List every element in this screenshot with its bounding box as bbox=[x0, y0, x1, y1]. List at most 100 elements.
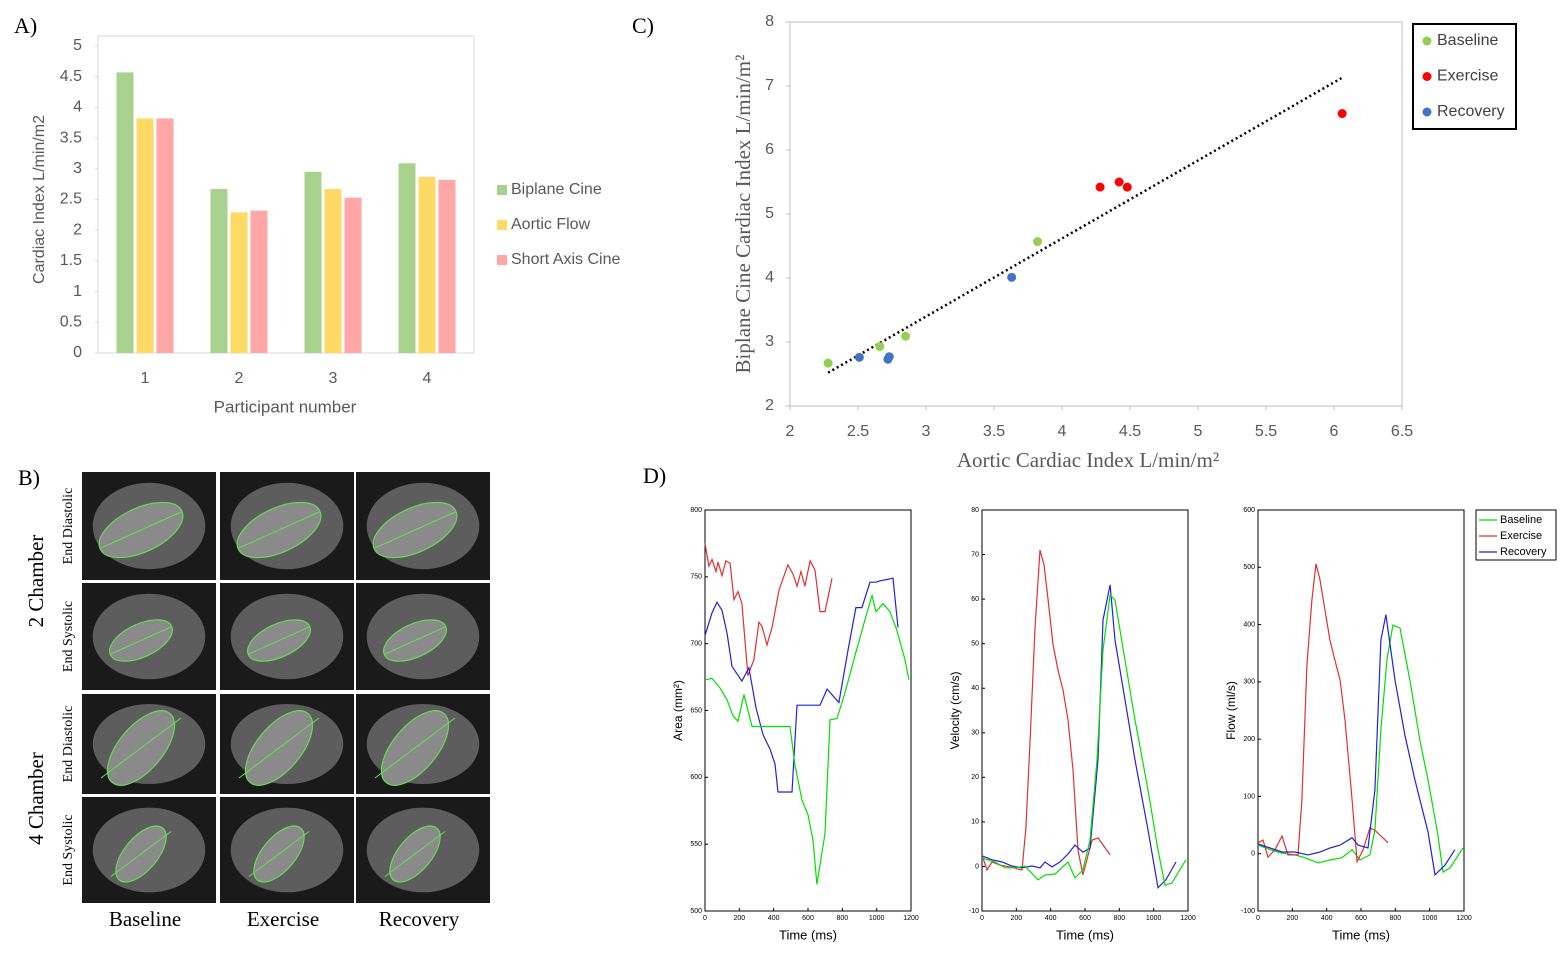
x-tick-label: 2.5 bbox=[847, 423, 869, 440]
long-axis bbox=[238, 717, 320, 779]
long-axis bbox=[110, 626, 172, 655]
y-tick-label: 7 bbox=[765, 77, 774, 94]
bar bbox=[250, 210, 268, 353]
x-tick-label: 6.5 bbox=[1391, 423, 1413, 440]
x-tick-label: 4.5 bbox=[1119, 423, 1141, 440]
y-tick-label: 8 bbox=[765, 13, 774, 30]
point bbox=[1337, 109, 1347, 119]
x-tick-label: 1000 bbox=[1422, 915, 1438, 922]
bar bbox=[136, 118, 154, 354]
legend-label: Exercise bbox=[1500, 530, 1542, 542]
x-tick-label: 600 bbox=[802, 915, 814, 922]
point bbox=[901, 331, 911, 341]
long-axis bbox=[384, 626, 446, 655]
x-axis-label: Participant number bbox=[214, 397, 357, 416]
bar bbox=[438, 179, 456, 353]
point bbox=[875, 341, 885, 351]
bar bbox=[116, 72, 134, 353]
x-tick-label: 400 bbox=[768, 915, 780, 922]
row-label: End Diastolic bbox=[61, 706, 76, 783]
bar bbox=[344, 197, 362, 353]
bar bbox=[418, 176, 436, 353]
line bbox=[704, 543, 833, 676]
group-label: 4 Chamber bbox=[24, 752, 48, 845]
x-tick-label: 5.5 bbox=[1255, 423, 1277, 440]
y-axis-label: Area (mm²) bbox=[671, 680, 685, 741]
legend-label: Baseline bbox=[1500, 514, 1542, 526]
y-axis-label: Biplane Cine Cardiac Index L/min/m² bbox=[731, 55, 755, 374]
plot-frame bbox=[704, 509, 912, 912]
point bbox=[854, 352, 864, 362]
legend-swatch bbox=[497, 255, 507, 265]
x-tick-label: 1200 bbox=[1180, 915, 1196, 922]
line bbox=[1257, 563, 1389, 864]
x-tick-label: 0 bbox=[703, 915, 707, 922]
y-tick-label: 2.5 bbox=[60, 191, 82, 208]
long-axis bbox=[374, 717, 456, 779]
y-axis-label: Velocity (cm/s) bbox=[948, 671, 962, 749]
y-tick-label: 800 bbox=[690, 507, 702, 514]
legend-marker bbox=[1422, 107, 1432, 117]
y-tick-label: 300 bbox=[1243, 679, 1255, 686]
y-tick-label: 5 bbox=[765, 205, 774, 222]
x-tick-label: 4 bbox=[423, 370, 432, 387]
bar bbox=[210, 189, 228, 353]
legend-marker bbox=[1422, 36, 1432, 46]
y-tick-label: 40 bbox=[971, 685, 979, 692]
y-tick-label: 3 bbox=[73, 160, 82, 177]
x-tick-label: 0 bbox=[1256, 915, 1260, 922]
legend-swatch bbox=[497, 220, 507, 230]
bar bbox=[324, 189, 342, 353]
legend-label: Recovery bbox=[1500, 546, 1547, 558]
y-tick-label: 500 bbox=[1243, 564, 1255, 571]
plot-frame bbox=[97, 35, 475, 354]
long-axis bbox=[100, 511, 182, 549]
x-tick-label: 6 bbox=[1330, 423, 1339, 440]
y-tick-label: 1.5 bbox=[60, 252, 82, 269]
y-tick-label: 4 bbox=[765, 269, 774, 286]
line bbox=[704, 593, 910, 885]
y-tick-label: 750 bbox=[690, 574, 702, 581]
long-axis bbox=[238, 511, 320, 549]
y-tick-label: 200 bbox=[1243, 736, 1255, 743]
y-tick-label: 550 bbox=[690, 841, 702, 848]
y-axis-label: Flow (ml/s) bbox=[1224, 681, 1238, 740]
y-tick-label: 600 bbox=[1243, 507, 1255, 514]
y-tick-label: 1 bbox=[73, 283, 82, 300]
x-tick-label: 1 bbox=[141, 370, 150, 387]
legend-label: Exercise bbox=[1437, 68, 1498, 85]
bar bbox=[398, 163, 416, 353]
x-tick-label: 800 bbox=[836, 915, 848, 922]
long-axis bbox=[100, 717, 182, 779]
panel-label: A) bbox=[14, 13, 37, 38]
x-tick-label: 2 bbox=[786, 423, 795, 440]
point bbox=[1122, 182, 1132, 192]
point bbox=[1095, 182, 1105, 192]
x-tick-label: 400 bbox=[1045, 915, 1057, 922]
y-tick-label: 0 bbox=[1251, 851, 1255, 858]
y-tick-label: 0 bbox=[73, 344, 82, 361]
y-axis-label: Cardiac Index L/min/m2 bbox=[31, 115, 48, 284]
y-tick-label: 4 bbox=[73, 99, 82, 116]
y-tick-label: 60 bbox=[971, 596, 979, 603]
row-label: End Diastolic bbox=[61, 488, 76, 565]
plot-frame bbox=[1257, 509, 1465, 912]
y-tick-label: 100 bbox=[1243, 793, 1255, 800]
x-axis-label: Time (ms) bbox=[1056, 927, 1114, 942]
bar bbox=[304, 171, 322, 353]
column-label: Baseline bbox=[109, 907, 181, 931]
x-tick-label: 4 bbox=[1058, 423, 1067, 440]
long-axis bbox=[384, 831, 446, 877]
y-tick-label: 2 bbox=[765, 397, 774, 414]
legend-marker bbox=[1422, 72, 1432, 81]
panel-label: C) bbox=[632, 13, 654, 38]
x-tick-label: 800 bbox=[1389, 915, 1401, 922]
x-tick-label: 3 bbox=[329, 370, 338, 387]
x-tick-label: 1200 bbox=[1456, 915, 1472, 922]
x-tick-label: 1200 bbox=[903, 915, 919, 922]
x-tick-label: 600 bbox=[1079, 915, 1091, 922]
line bbox=[981, 549, 1111, 876]
y-tick-label: 70 bbox=[971, 551, 979, 558]
y-tick-label: 500 bbox=[690, 908, 702, 915]
